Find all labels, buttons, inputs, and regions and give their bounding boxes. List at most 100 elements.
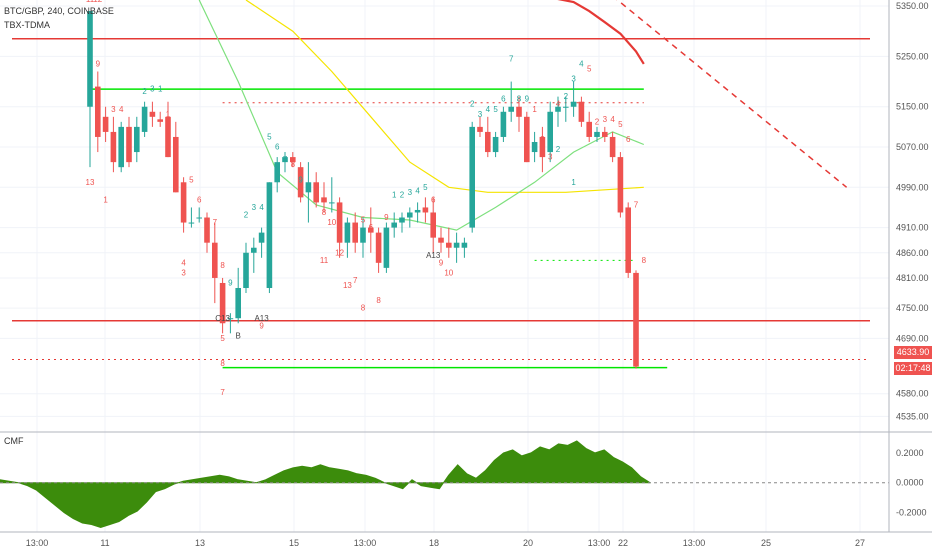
count-label: 6 <box>431 195 436 204</box>
cmf-area <box>0 440 651 529</box>
candle-body <box>352 222 358 243</box>
candle-body <box>360 227 366 243</box>
count-label: 12 <box>335 248 344 257</box>
count-label: 6 <box>369 223 374 232</box>
candles <box>87 11 639 369</box>
count-label: A13 <box>254 314 269 323</box>
count-label: B <box>236 331 241 340</box>
cmf-panel <box>0 431 932 529</box>
count-label: C13 <box>215 314 230 323</box>
price-tick-label: 4990.00 <box>896 182 929 192</box>
count-label: 3 <box>252 203 257 212</box>
count-label: 3 <box>408 188 413 197</box>
candle-body <box>500 111 507 137</box>
candle-body <box>477 126 483 132</box>
candle-body <box>586 121 592 137</box>
count-label: 10 <box>327 218 336 227</box>
price-tick-label: 4860.00 <box>896 248 929 258</box>
candle-body <box>157 119 163 122</box>
candle-body <box>617 157 624 213</box>
count-label: 3 <box>548 153 553 162</box>
candle-body <box>383 227 390 268</box>
candle-body <box>282 157 288 163</box>
time-tick-label: 13 <box>195 538 205 548</box>
count-label: 9 <box>259 321 264 330</box>
count-label: 4 <box>181 258 186 267</box>
symbol-title: BTC/GBP, 240, COINBASE <box>4 6 114 16</box>
time-tick-label: 13:00 <box>588 538 611 548</box>
candle-body <box>399 217 405 223</box>
count-label: 1 <box>532 105 537 114</box>
count-label: 4 <box>486 105 491 114</box>
candle-body <box>563 106 569 108</box>
time-tick-label: 20 <box>523 538 533 548</box>
count-label: 2 <box>540 135 545 144</box>
price-tick-label: 4535.00 <box>896 411 929 421</box>
grid <box>0 0 889 532</box>
count-label: 12 <box>93 0 102 4</box>
time-tick-label: 13:00 <box>26 538 49 548</box>
candle-body <box>555 106 561 112</box>
count-label: 4 <box>556 100 561 109</box>
price-tick-label: 5350.00 <box>896 1 929 11</box>
candle-body <box>274 162 280 183</box>
candle-body <box>141 106 148 132</box>
candle-body <box>251 247 257 253</box>
count-label: 13 <box>343 281 352 290</box>
count-label: 7 <box>220 388 225 397</box>
count-label: 4 <box>610 115 615 124</box>
count-label: 2 <box>400 190 405 199</box>
candle-body <box>625 207 631 273</box>
candle-body <box>196 217 202 219</box>
candle-body <box>461 242 468 248</box>
candle-body <box>446 242 452 248</box>
count-label: 6 <box>626 135 631 144</box>
candle-body <box>570 101 577 107</box>
candle-body <box>422 207 429 213</box>
price-tick-label: 4580.00 <box>896 389 929 399</box>
count-label: 1 <box>158 85 163 94</box>
count-label: 8 <box>291 160 296 169</box>
count-label: 3 <box>603 115 608 124</box>
price-tick-label: 5250.00 <box>896 51 929 61</box>
count-label: 9 <box>384 213 389 222</box>
count-label: 4 <box>119 105 124 114</box>
moving-average-line <box>557 0 645 65</box>
price-tick-label: 5070.00 <box>896 142 929 152</box>
count-label: 3 <box>478 110 483 119</box>
count-label: 2 <box>470 100 475 109</box>
price-tick-label: 4690.00 <box>896 333 929 343</box>
candle-body <box>165 116 171 158</box>
candle-body <box>297 167 304 198</box>
count-label: 3 <box>181 268 186 277</box>
candle-body <box>118 126 124 168</box>
candle-body <box>430 212 436 238</box>
candle-body <box>414 209 421 213</box>
candle-body <box>290 157 296 163</box>
count-label: 5 <box>423 183 428 192</box>
count-label: 2 <box>174 173 179 182</box>
count-label: 2 <box>564 92 569 101</box>
candle-body <box>110 131 117 163</box>
time-tick-label: 13:00 <box>354 538 377 548</box>
count-label: 1 <box>103 195 108 204</box>
cmf-tick-label: -0.2000 <box>896 508 927 518</box>
price-tick-label: 4750.00 <box>896 303 929 313</box>
candle-body <box>602 131 608 137</box>
count-label: 7 <box>283 155 288 164</box>
candle-body <box>149 111 156 117</box>
candle-body <box>438 237 444 243</box>
candle-body <box>531 141 538 153</box>
moving-average-line <box>245 0 644 193</box>
candle-body <box>126 126 132 163</box>
price-tick-label: 4910.00 <box>896 223 929 233</box>
candle-body <box>391 222 397 228</box>
count-label: 9 <box>96 59 101 68</box>
time-tick-label: 13:00 <box>683 538 706 548</box>
count-label: 6 <box>501 95 506 104</box>
count-label: 3 <box>571 75 576 84</box>
count-label: 1 <box>166 110 171 119</box>
